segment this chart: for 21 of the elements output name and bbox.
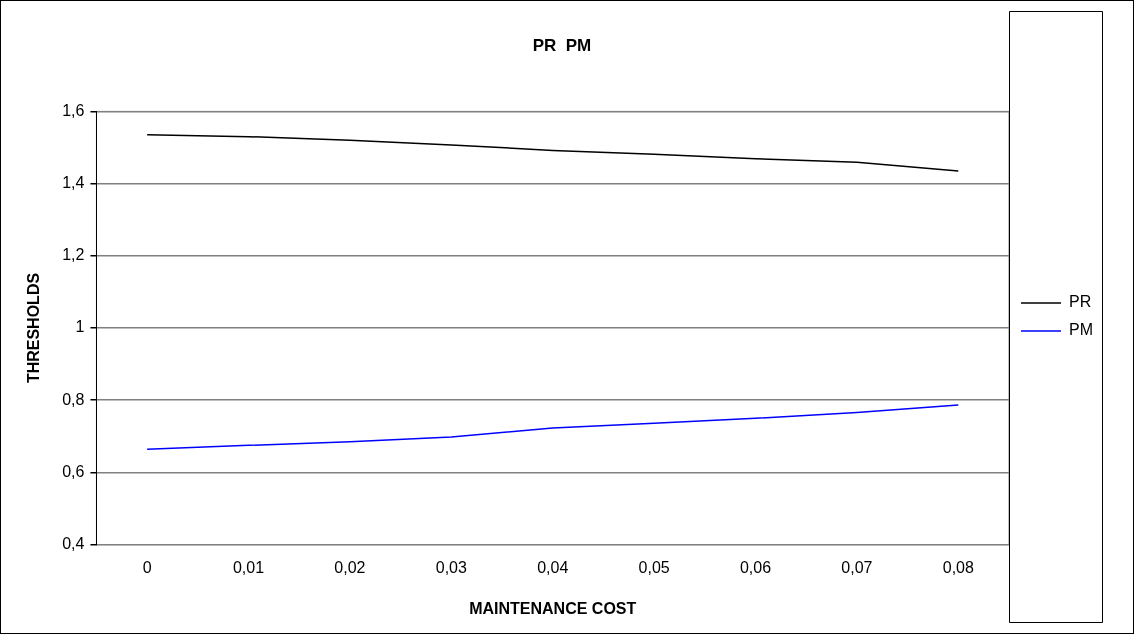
y-tick-label: 1,6 bbox=[62, 101, 85, 119]
y-tick-label: 0,8 bbox=[62, 390, 85, 408]
x-tick-label: 0,03 bbox=[435, 558, 467, 576]
x-tick-label: 0,08 bbox=[942, 558, 974, 576]
x-tick-label: 0,06 bbox=[739, 558, 772, 576]
y-tick-label: 1,4 bbox=[62, 174, 85, 192]
x-tick-label: 0,07 bbox=[841, 558, 873, 576]
y-tick-label: 1 bbox=[75, 318, 85, 336]
x-tick-label: 0,04 bbox=[537, 558, 569, 576]
y-axis-title: THRESHOLDS bbox=[25, 272, 43, 384]
y-tick-label: 0,6 bbox=[62, 462, 85, 480]
y-tick-label: 0,4 bbox=[62, 535, 85, 553]
y-tick-label: 1,2 bbox=[62, 246, 85, 264]
legend-label: PM bbox=[1069, 321, 1093, 339]
chart-title: PR PM bbox=[532, 35, 592, 55]
x-tick-label: 0,02 bbox=[334, 558, 366, 576]
x-tick-label: 0 bbox=[142, 558, 152, 576]
x-tick-label: 0,05 bbox=[638, 558, 670, 576]
legend-label: PR bbox=[1069, 293, 1092, 311]
x-tick-label: 0,01 bbox=[232, 558, 265, 576]
x-axis-title: MAINTENANCE COST bbox=[469, 599, 637, 617]
